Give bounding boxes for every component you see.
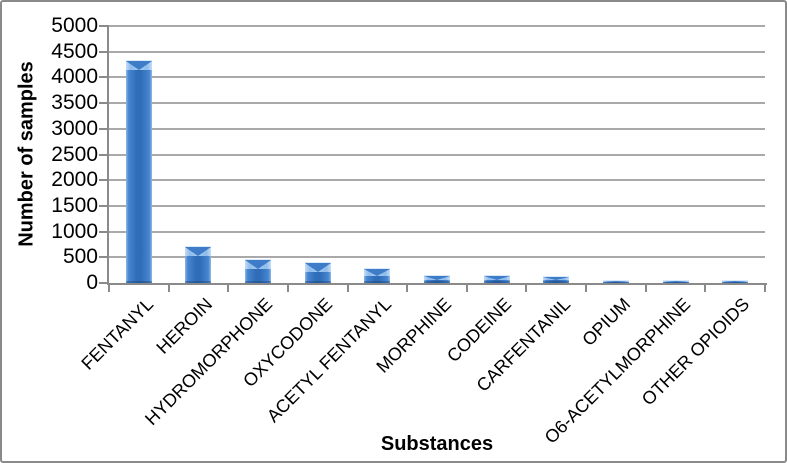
bar [424,275,450,283]
bar [125,60,152,283]
bar [483,275,510,283]
bar-cap [424,275,450,280]
y-axis-line [107,26,109,285]
gridline [109,153,765,156]
x-axis-category-label: OPIUM [578,294,635,350]
y-axis-tick [99,127,109,130]
y-axis-tick-label: 1000 [51,219,98,243]
gridline [109,179,765,182]
x-axis-category-label: FENTANYL [77,294,157,374]
y-axis-tick [99,179,109,182]
bar [364,268,391,283]
bar-cap [245,259,272,269]
y-axis-tick [99,256,109,259]
bar-cap-bevel [304,263,331,272]
y-axis-tick-label: 3000 [51,116,98,140]
y-axis-tick-label: 2000 [51,168,98,192]
bar [602,280,629,283]
y-axis-tick-label: 500 [62,245,98,269]
x-axis-tick [108,283,110,292]
bar-cap [125,60,152,70]
x-axis-tick [585,283,588,292]
y-axis-tick [99,102,109,105]
x-axis-tick [286,283,289,292]
y-axis-tick [99,76,109,79]
bar-cap [364,268,391,276]
gridline [109,230,765,233]
bar-cap-bevel [602,281,629,282]
x-axis-category-label: OTHER OPIOIDS [638,294,754,410]
y-axis-tick [99,25,109,27]
y-axis-tick-label: 1500 [51,193,98,217]
x-axis-tick [406,283,409,292]
x-axis-tick [465,283,468,292]
y-axis-tick-label: 4500 [51,39,98,63]
bar [185,246,212,283]
x-axis-tick [644,283,647,292]
y-axis-tick [99,282,109,284]
x-axis-tick [167,283,170,292]
gridline [109,76,765,79]
bar [245,259,272,283]
y-axis-tick-label: 3500 [51,91,98,115]
gridline [109,127,765,130]
y-axis-tick-label: 4000 [51,65,98,89]
bar-cap-bevel [662,281,689,282]
bar [543,276,570,283]
bar-cap-bevel [125,61,152,70]
x-axis-line [107,283,767,285]
bar-cap-bevel [483,276,510,280]
gridline [109,102,765,105]
bar-cap-bevel [424,276,450,280]
bar-cap [662,280,689,282]
y-axis-tick-label: 0 [86,271,98,294]
bar [304,262,331,283]
bar-cap [185,246,212,256]
y-axis-tick [99,153,109,156]
y-axis-tick-label: 5000 [51,14,98,37]
bar-cap-bevel [543,277,570,280]
y-axis-tick [99,230,109,233]
bar-cap-bevel [722,281,749,282]
gridline [109,50,765,53]
bar-cap-bevel [364,269,391,276]
gridline [109,25,765,27]
x-axis-tick [525,283,528,292]
bar-cap-bevel [185,247,212,256]
bar [722,280,749,283]
x-axis-tick [704,283,707,292]
y-axis-tick-label: 2500 [51,142,98,166]
x-axis-tick [346,283,349,292]
bar-cap [543,276,570,280]
bar-cap [304,262,331,272]
gridline [109,256,765,259]
y-axis-tick [99,204,109,207]
bar-cap [722,280,749,282]
bar-cap [602,280,629,282]
x-axis-tick [764,283,766,292]
bar-cap [483,275,510,280]
gridline [109,204,765,207]
x-axis-title: Substances [380,433,494,455]
x-axis-tick [227,283,230,292]
bar-cap-bevel [245,260,272,269]
y-axis-tick [99,50,109,53]
bar [662,280,689,283]
